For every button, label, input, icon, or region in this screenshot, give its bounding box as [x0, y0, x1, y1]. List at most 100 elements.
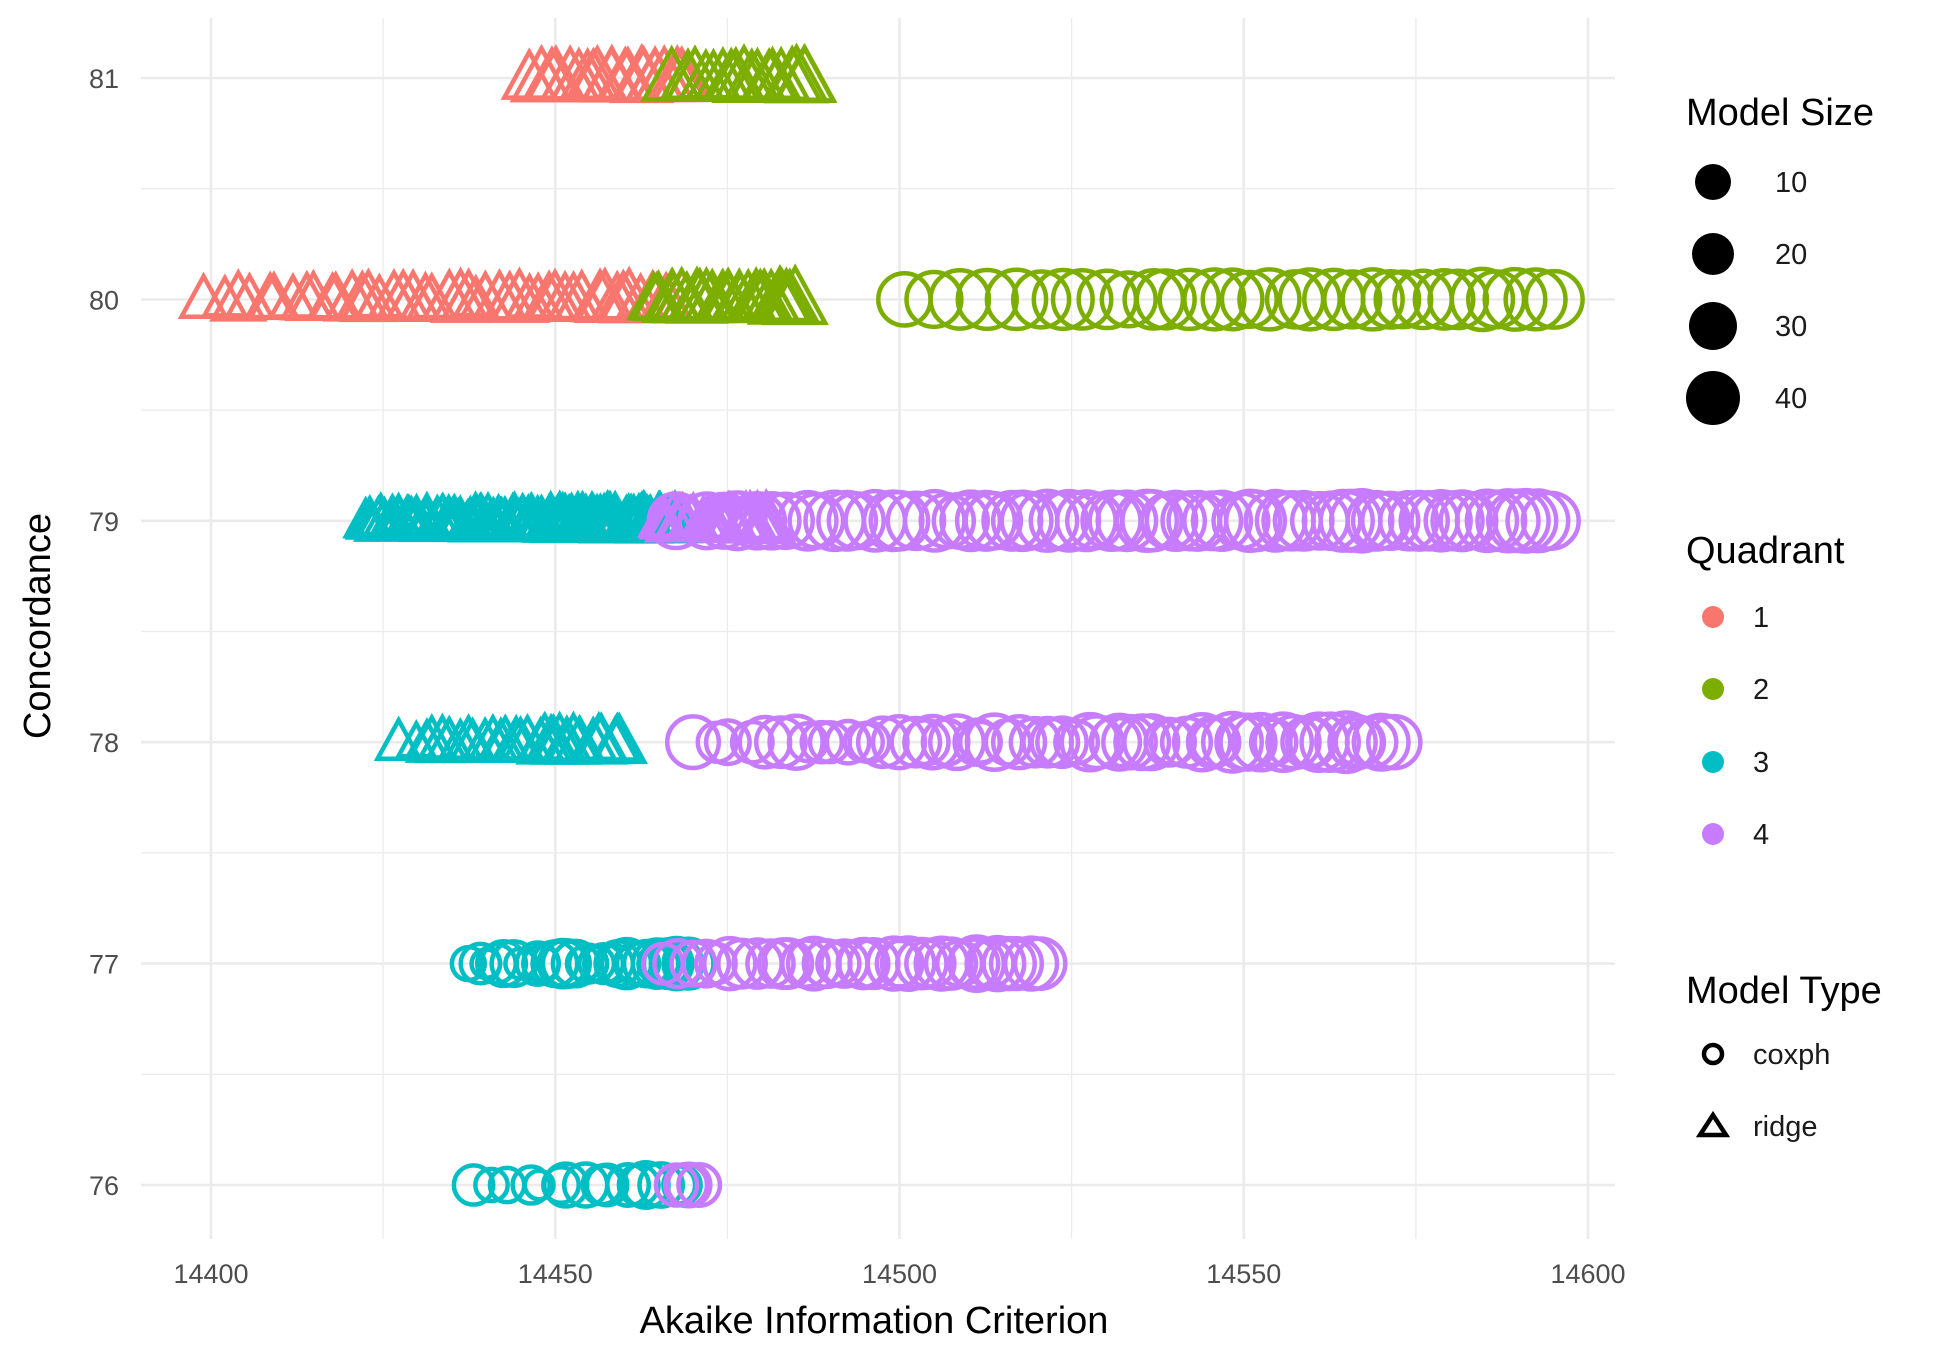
y-tick-label: 80: [89, 285, 119, 315]
data-point-coxph: [826, 491, 886, 551]
data-point-coxph: [1157, 267, 1221, 332]
data-point-coxph: [652, 937, 704, 990]
data-point-coxph: [1053, 718, 1101, 766]
data-point-ridge: [641, 495, 690, 539]
data-point-coxph: [1002, 935, 1060, 992]
data-point-coxph: [1144, 489, 1208, 553]
data-point-coxph: [566, 942, 610, 985]
data-point-coxph: [787, 491, 846, 550]
data-point-coxph: [741, 490, 802, 551]
data-point-coxph: [605, 1162, 651, 1208]
data-point-coxph: [522, 1168, 556, 1202]
data-point-coxph: [1277, 267, 1342, 332]
data-point-coxph: [473, 1166, 510, 1204]
data-point-coxph: [918, 492, 977, 550]
data-point-coxph: [1454, 488, 1520, 554]
data-point-coxph: [1120, 489, 1184, 553]
data-point-coxph: [1219, 269, 1279, 330]
data-point-coxph: [665, 1161, 713, 1209]
data-point-coxph: [1366, 713, 1423, 771]
data-point-ridge: [590, 711, 649, 765]
data-point-coxph: [1503, 267, 1568, 332]
legend-quadrant-key: [1702, 678, 1724, 700]
data-point-coxph: [1059, 711, 1121, 773]
y-tick-label: 79: [89, 507, 119, 537]
x-tick-label: 14450: [518, 1259, 593, 1289]
legend-size-key: [1692, 233, 1734, 275]
data-point-coxph: [1223, 489, 1288, 553]
x-tick-label: 14500: [862, 1259, 937, 1289]
data-point-coxph: [584, 1162, 630, 1208]
data-point-coxph: [727, 490, 788, 551]
data-point-coxph: [990, 714, 1048, 771]
legend-size-key: [1686, 371, 1740, 425]
data-point-coxph: [1449, 266, 1516, 333]
data-point-coxph: [677, 491, 737, 551]
data-point-coxph: [676, 1162, 723, 1208]
x-tick-label: 14400: [173, 1259, 248, 1289]
data-point-coxph: [451, 1163, 496, 1207]
legend-model-type: Model Type coxph ridge: [1686, 970, 1882, 1143]
data-point-coxph: [1099, 270, 1158, 329]
data-point-coxph: [1122, 713, 1181, 772]
legend-quadrant-key: [1702, 606, 1724, 628]
data-point-coxph: [1050, 268, 1114, 331]
data-point-coxph: [904, 269, 964, 330]
data-point-coxph: [868, 489, 931, 552]
data-point-coxph: [1520, 490, 1581, 551]
data-point-coxph: [637, 1161, 686, 1209]
data-point-coxph: [879, 935, 937, 993]
data-point-coxph: [889, 715, 943, 769]
data-point-coxph: [1360, 269, 1422, 330]
data-point-coxph: [681, 938, 732, 989]
legend-model-size: Model Size 10 20 30 40: [1686, 92, 1874, 425]
data-point-coxph: [1340, 267, 1405, 332]
data-point-coxph: [1182, 267, 1247, 332]
legend-size-key: [1695, 164, 1731, 200]
data-point-coxph: [1012, 936, 1068, 991]
data-point-coxph: [1252, 711, 1315, 774]
data-point-coxph: [1505, 488, 1571, 554]
data-point-coxph: [1171, 711, 1233, 773]
legend-ridge-key: [1695, 1110, 1731, 1138]
legend-quadrant-label: 2: [1753, 674, 1769, 706]
data-point-coxph: [1412, 267, 1476, 331]
legend-size-label: 30: [1775, 311, 1807, 343]
data-point-coxph: [1015, 488, 1080, 553]
data-point-coxph: [767, 713, 825, 771]
data-point-coxph: [478, 939, 529, 989]
data-point-coxph: [1409, 488, 1473, 553]
legend-quadrant-label: 1: [1753, 602, 1769, 634]
y-tick-label: 77: [89, 950, 119, 980]
x-axis-title: Akaike Information Criterion: [640, 1300, 1109, 1342]
data-point-ridge: [209, 268, 268, 322]
data-point-ridge: [761, 263, 829, 326]
data-point-coxph: [665, 714, 722, 771]
data-point-coxph: [1299, 711, 1361, 774]
data-point-coxph: [756, 491, 815, 551]
data-point-coxph: [988, 935, 1045, 992]
data-point-coxph: [923, 936, 979, 991]
legend-quadrant-key: [1702, 823, 1724, 845]
data-point-coxph: [1200, 267, 1265, 332]
legend-model-size-title: Model Size: [1686, 92, 1874, 134]
data-point-coxph: [1523, 268, 1585, 330]
grid: [141, 18, 1615, 1239]
data-point-coxph: [703, 718, 752, 767]
data-point-coxph: [510, 1164, 552, 1206]
data-point-coxph: [669, 939, 718, 988]
data-point-coxph: [963, 490, 1024, 551]
data-point-coxph: [1351, 712, 1411, 772]
data-point-coxph: [816, 489, 879, 552]
data-point-coxph: [1008, 715, 1062, 769]
y-tick-label: 76: [89, 1171, 119, 1201]
y-tick-label: 78: [89, 728, 119, 758]
legend-model-type-label: coxph: [1753, 1039, 1830, 1071]
data-point-ridge: [200, 273, 249, 318]
legend-quadrant-key: [1702, 751, 1724, 773]
data-point-coxph: [984, 267, 1049, 332]
data-point-coxph: [1492, 487, 1559, 554]
legend-quadrant-title: Quadrant: [1686, 530, 1845, 572]
data-point-coxph: [824, 718, 872, 766]
